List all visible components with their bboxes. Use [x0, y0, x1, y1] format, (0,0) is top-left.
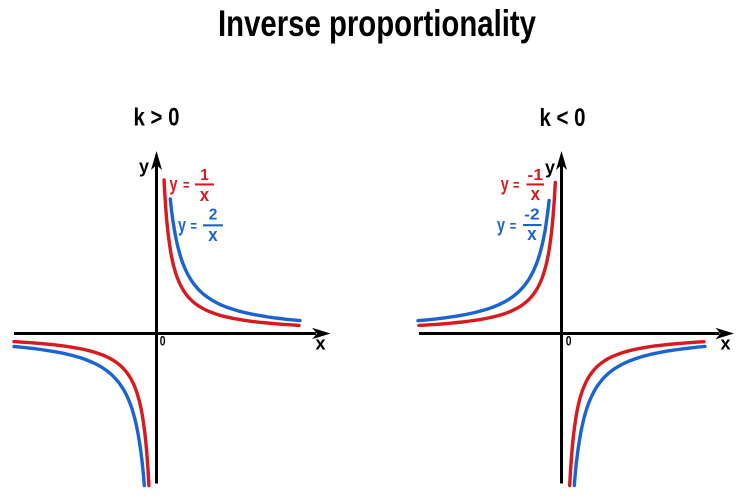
- svg-text:2: 2: [209, 207, 218, 224]
- svg-text:y: y: [178, 216, 186, 237]
- svg-text:=: =: [191, 218, 198, 235]
- svg-text:y: y: [501, 175, 509, 196]
- svg-text:=: =: [183, 177, 190, 194]
- svg-text:y: y: [170, 175, 178, 196]
- svg-text:0: 0: [566, 334, 572, 349]
- svg-text:x: x: [200, 185, 209, 205]
- svg-text:Inverse proportionality: Inverse proportionality: [218, 3, 536, 44]
- svg-text:k < 0: k < 0: [540, 104, 586, 132]
- svg-text:0: 0: [160, 334, 166, 349]
- svg-text:y: y: [497, 216, 505, 237]
- svg-text:x: x: [315, 334, 325, 354]
- svg-text:y: y: [139, 157, 149, 177]
- svg-text:y: y: [545, 158, 555, 178]
- svg-text:=: =: [513, 177, 520, 194]
- svg-text:x: x: [527, 224, 536, 244]
- svg-text:-2: -2: [524, 207, 540, 224]
- svg-text:k > 0: k > 0: [134, 104, 180, 132]
- svg-text:x: x: [720, 334, 730, 354]
- svg-text:x: x: [208, 225, 217, 245]
- svg-text:x: x: [531, 184, 540, 204]
- svg-text:1: 1: [200, 167, 209, 184]
- svg-text:-1: -1: [528, 167, 544, 184]
- svg-text:=: =: [510, 218, 517, 235]
